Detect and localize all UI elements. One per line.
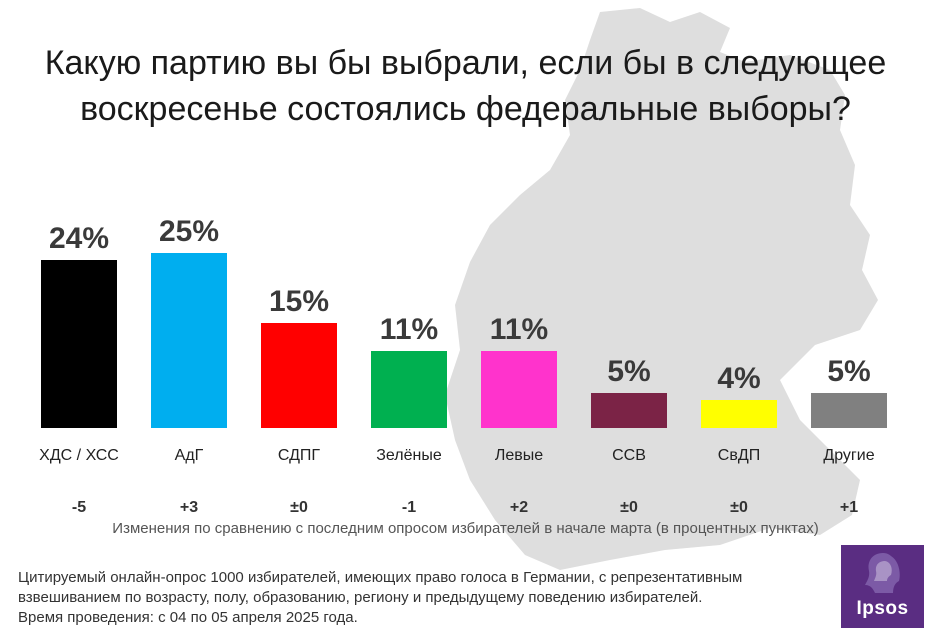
value-label-4: 11% xyxy=(490,313,548,346)
bar-2 xyxy=(261,323,337,428)
value-label-7: 5% xyxy=(827,355,870,388)
change-label-0: -5 xyxy=(72,499,86,516)
value-label-3: 11% xyxy=(380,313,438,346)
footnote-line-1: Цитируемый онлайн-опрос 1000 избирателей… xyxy=(18,569,743,586)
ipsos-logo: Ipsos xyxy=(841,545,924,628)
category-label-0: ХДС / ХСС xyxy=(39,447,119,464)
value-label-5: 5% xyxy=(607,355,650,388)
title-line-2: воскресенье состоялись федеральные выбор… xyxy=(80,90,851,128)
category-label-5: ССВ xyxy=(612,447,646,464)
bar-5 xyxy=(591,393,667,428)
value-label-6: 4% xyxy=(717,362,760,395)
survey-footnote: Цитируемый онлайн-опрос 1000 избирателей… xyxy=(18,568,818,628)
bar-0 xyxy=(41,260,117,428)
category-label-2: СДПГ xyxy=(278,447,321,464)
bar-3 xyxy=(371,351,447,428)
bar-6 xyxy=(701,400,777,428)
footnote-line-3: Время проведения: с 04 по 05 апреля 2025… xyxy=(18,609,358,626)
category-label-6: СвДП xyxy=(718,447,760,464)
title-line-1: Какую партию вы бы выбрали, если бы в сл… xyxy=(44,44,887,82)
chart-title: Какую партию вы бы выбрали, если бы в сл… xyxy=(0,40,931,132)
logo-head-icon xyxy=(865,553,900,593)
category-label-3: Зелёные xyxy=(376,447,442,464)
value-label-1: 25% xyxy=(159,215,219,248)
category-label-1: АдГ xyxy=(175,447,204,464)
value-label-2: 15% xyxy=(269,285,329,318)
change-label-6: ±0 xyxy=(730,499,748,516)
change-label-3: -1 xyxy=(402,499,416,516)
value-label-0: 24% xyxy=(49,222,109,255)
logo-text: Ipsos xyxy=(856,598,909,619)
category-label-4: Левые xyxy=(495,447,543,464)
change-label-2: ±0 xyxy=(290,499,308,516)
footnote-line-2: взвешиванием по возрасту, полу, образова… xyxy=(18,589,703,606)
change-label-4: +2 xyxy=(510,499,528,516)
change-label-1: +3 xyxy=(180,499,198,516)
bar-1 xyxy=(151,253,227,428)
change-label-7: +1 xyxy=(840,499,858,516)
category-label-7: Другие xyxy=(823,447,874,464)
bar-4 xyxy=(481,351,557,428)
change-label-5: ±0 xyxy=(620,499,638,516)
bar-7 xyxy=(811,393,887,428)
changes-caption: Изменения по сравнению с последним опрос… xyxy=(112,520,819,537)
